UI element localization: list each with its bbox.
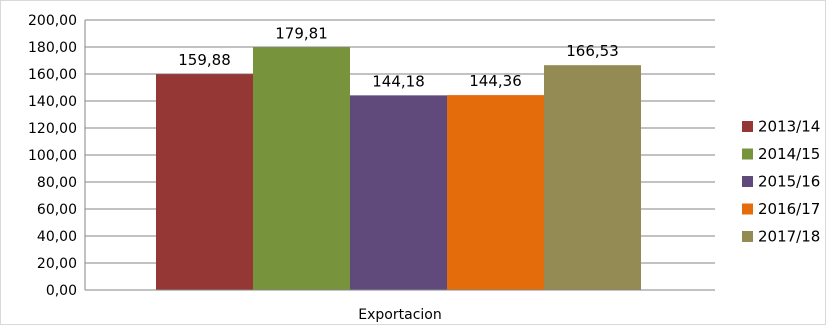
y-tick-label: 0,00 [46,283,77,299]
y-tick-label: 200,00 [28,13,77,29]
legend-label: 2013/14 [758,118,820,136]
legend-label: 2016/17 [758,200,820,218]
y-tick-label: 140,00 [28,94,77,110]
legend-swatch [742,203,753,215]
legend-label: 2017/18 [758,228,820,246]
bar-2013-14 [156,74,253,290]
y-tick-label: 20,00 [37,256,77,272]
legend-swatch [742,176,753,187]
bar-2014-15 [253,47,350,290]
y-tick-label: 80,00 [37,175,77,191]
bar-2015-16 [350,95,447,291]
data-label: 144,36 [469,72,522,90]
legend-swatch [742,231,753,242]
data-label: 159,88 [178,51,231,69]
y-tick-label: 180,00 [28,40,77,56]
y-tick-label: 160,00 [28,67,77,83]
y-tick-label: 40,00 [37,229,77,245]
data-labels: 159,88 179,81 144,18 144,36 166,53 [178,24,619,90]
legend-swatch [742,121,753,132]
y-tick-label: 60,00 [37,202,77,218]
legend-label: 2014/15 [758,145,820,163]
axes: 0,00 20,00 40,00 60,00 80,00 100,00 120,00 140,… [28,13,715,323]
data-label: 144,18 [372,72,425,90]
bar-2017-18 [544,65,641,290]
legend-swatch [742,148,753,160]
data-label: 166,53 [566,42,619,60]
y-tick-label: 120,00 [28,121,77,137]
y-tick-label: 100,00 [28,148,77,164]
legend: 2013/14 2014/15 2015/16 2016/17 2017/18 [742,118,820,246]
bar-2016-17 [447,95,544,290]
x-category-label: Exportacion [358,307,441,323]
bars [156,47,641,291]
data-label: 179,81 [275,24,328,42]
legend-label: 2015/16 [758,173,820,191]
